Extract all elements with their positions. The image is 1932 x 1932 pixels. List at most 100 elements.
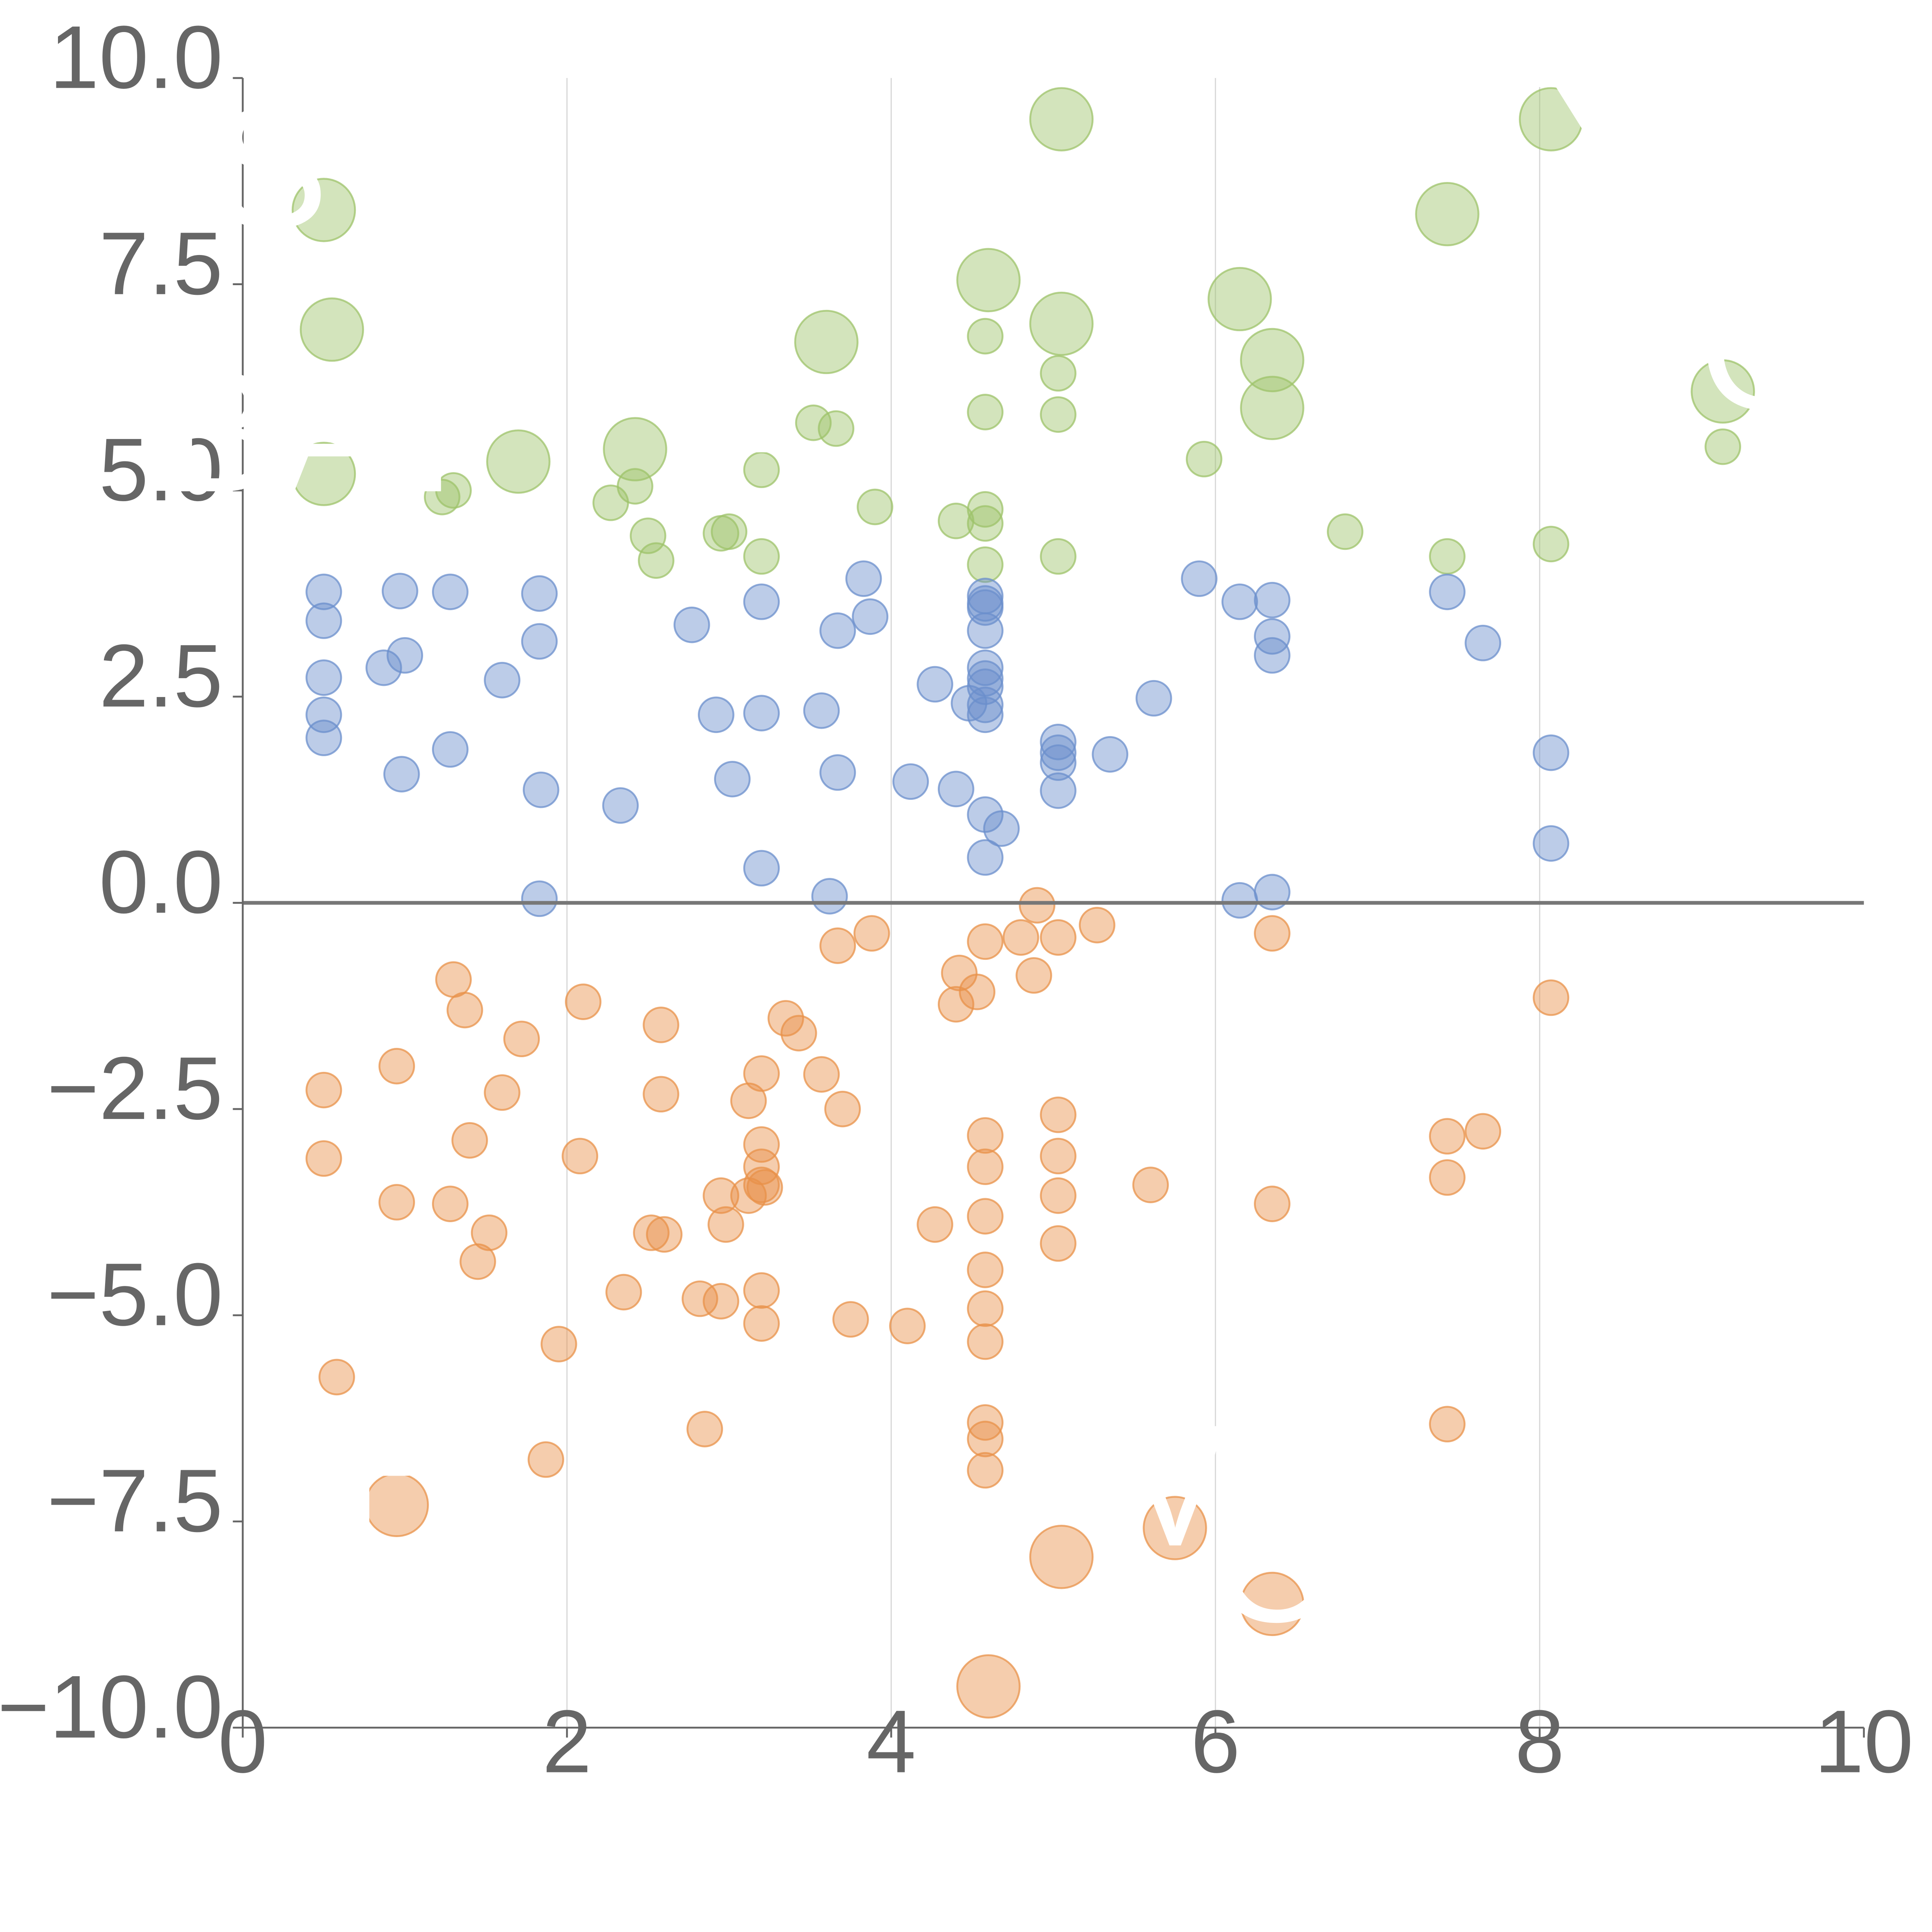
data-point-blue bbox=[1254, 618, 1291, 655]
data-point-green bbox=[1208, 267, 1272, 332]
data-point-green bbox=[1415, 182, 1480, 247]
data-point-orange bbox=[967, 923, 1004, 960]
data-point-blue bbox=[305, 573, 342, 611]
data-point-blue bbox=[432, 573, 469, 611]
data-point-blue bbox=[698, 696, 735, 733]
data-point-orange bbox=[364, 1473, 429, 1537]
data-point-green bbox=[291, 442, 356, 506]
x-tick-label: 10 bbox=[1814, 1692, 1913, 1791]
data-point-orange bbox=[1029, 1525, 1094, 1589]
data-point-blue bbox=[521, 575, 558, 612]
data-point-blue bbox=[917, 666, 953, 703]
data-point-orange bbox=[819, 927, 856, 964]
data-point-orange bbox=[435, 961, 472, 998]
data-point-green bbox=[711, 513, 748, 550]
data-point-green bbox=[956, 248, 1021, 313]
data-point-green bbox=[818, 410, 855, 447]
data-point-green bbox=[1040, 538, 1077, 575]
data-point-orange bbox=[1040, 1225, 1077, 1262]
data-point-orange bbox=[305, 1071, 342, 1109]
data-point-orange bbox=[1132, 1167, 1169, 1203]
data-point-blue bbox=[1429, 573, 1466, 611]
data-point-green bbox=[1240, 376, 1304, 440]
data-point-orange bbox=[378, 1184, 415, 1221]
data-point-blue bbox=[714, 761, 751, 798]
data-point-orange bbox=[1240, 1571, 1304, 1636]
data-point-blue bbox=[1040, 724, 1077, 760]
data-point-blue bbox=[1464, 624, 1502, 662]
data-point-orange bbox=[643, 1076, 679, 1113]
data-point-green bbox=[1532, 526, 1570, 563]
data-point-orange bbox=[967, 1290, 1004, 1327]
data-point-orange bbox=[633, 1214, 670, 1251]
data-point-orange bbox=[446, 992, 483, 1029]
data-point-blue bbox=[967, 696, 1004, 733]
data-point-orange bbox=[956, 1654, 1021, 1719]
data-point-blue bbox=[803, 692, 840, 729]
data-point-blue bbox=[1040, 772, 1077, 809]
data-point-blue bbox=[1040, 744, 1077, 781]
data-point-orange bbox=[1429, 1118, 1466, 1155]
data-point-orange bbox=[1429, 1159, 1466, 1196]
data-point-orange bbox=[451, 1122, 488, 1159]
data-point-green bbox=[1690, 359, 1755, 424]
data-point-orange bbox=[780, 1015, 817, 1052]
data-point-green bbox=[1429, 538, 1466, 575]
data-point-blue bbox=[521, 880, 558, 917]
data-point-green bbox=[967, 318, 1004, 355]
data-point-orange bbox=[1254, 1185, 1291, 1222]
bubble-label: ST bbox=[213, 71, 434, 264]
data-point-green bbox=[638, 542, 675, 579]
data-point-orange bbox=[743, 1126, 780, 1163]
data-point-orange bbox=[707, 1206, 744, 1243]
data-point-blue bbox=[305, 719, 342, 756]
data-point-orange bbox=[937, 986, 975, 1023]
data-point-green bbox=[486, 429, 551, 494]
data-point-blue bbox=[967, 649, 1004, 686]
data-point-blue bbox=[819, 754, 856, 791]
data-point-green bbox=[967, 505, 1004, 542]
data-point-blue bbox=[743, 695, 780, 731]
data-point-orange bbox=[967, 1198, 1004, 1235]
data-point-orange bbox=[917, 1206, 953, 1243]
data-point-green bbox=[603, 417, 667, 481]
y-tick-label: −7.5 bbox=[47, 1451, 223, 1550]
data-point-orange bbox=[471, 1214, 508, 1251]
y-tick-label: 10.0 bbox=[49, 7, 223, 107]
data-point-blue bbox=[983, 810, 1020, 847]
data-point-orange bbox=[853, 915, 890, 952]
data-point-blue bbox=[1221, 882, 1258, 919]
data-point-orange bbox=[967, 1148, 1004, 1185]
data-point-green bbox=[967, 546, 1004, 583]
data-point-orange bbox=[1254, 915, 1291, 952]
data-point-orange bbox=[746, 1169, 783, 1206]
data-point-green bbox=[1029, 87, 1094, 151]
data-point-orange bbox=[743, 1272, 780, 1309]
data-point-blue bbox=[743, 583, 780, 620]
y-tick-label: −5.0 bbox=[47, 1244, 223, 1344]
x-tick-label: 6 bbox=[1190, 1692, 1240, 1791]
data-point-green bbox=[435, 472, 472, 509]
bubble-label: JO bbox=[1612, 252, 1833, 446]
data-point-blue bbox=[967, 612, 1004, 649]
data-point-blue bbox=[1254, 874, 1291, 911]
data-point-blue bbox=[305, 659, 342, 696]
data-point-green bbox=[794, 310, 859, 374]
x-tick-label: 8 bbox=[1515, 1692, 1564, 1791]
data-point-green bbox=[1040, 396, 1077, 433]
data-point-green bbox=[743, 538, 780, 575]
data-point-green bbox=[1040, 355, 1077, 392]
data-point-green bbox=[937, 502, 975, 539]
x-tick-label: 2 bbox=[542, 1692, 592, 1791]
data-point-green bbox=[629, 517, 667, 554]
data-point-blue bbox=[1532, 734, 1570, 771]
data-point-orange bbox=[527, 1441, 565, 1478]
data-point-blue bbox=[521, 623, 558, 660]
data-point-green bbox=[291, 178, 356, 242]
data-point-orange bbox=[565, 983, 602, 1020]
data-point-green bbox=[1185, 440, 1223, 478]
data-point-green bbox=[1704, 428, 1741, 465]
data-point-orange bbox=[561, 1138, 599, 1175]
y-tick-label: 7.5 bbox=[99, 213, 223, 313]
data-point-orange bbox=[686, 1411, 723, 1447]
